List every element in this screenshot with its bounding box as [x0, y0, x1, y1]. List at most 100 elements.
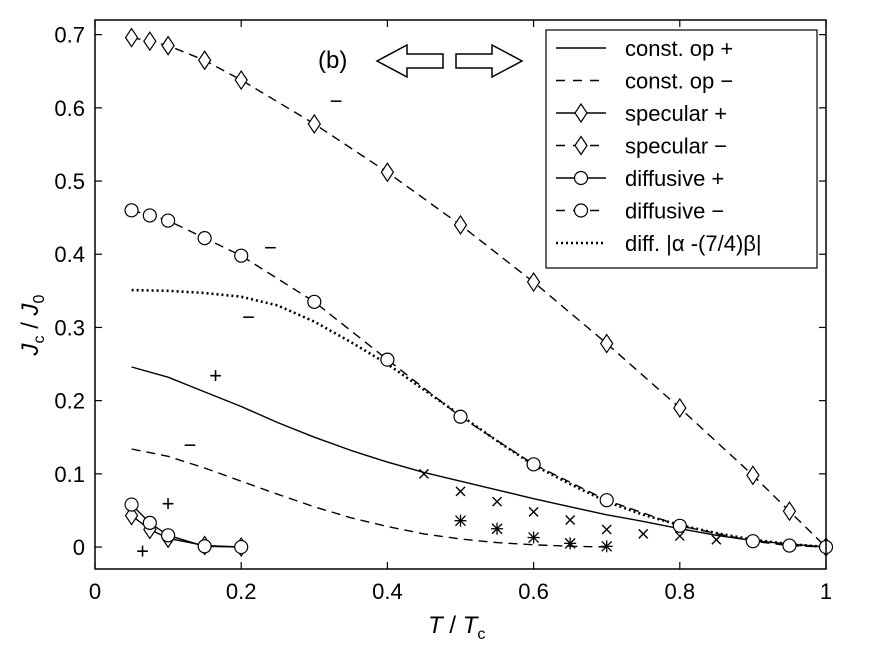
legend-label: diffusive − — [625, 199, 724, 224]
marker-layer — [124, 27, 834, 558]
series-5-point — [380, 352, 395, 367]
extra-marker-0-point — [418, 468, 429, 479]
series-3-point — [782, 501, 797, 522]
legend-item: const. op + — [556, 36, 733, 61]
curve-annotation: + — [209, 363, 222, 388]
series-5-point — [453, 409, 468, 424]
legend-label: specular + — [625, 101, 727, 126]
series-4-point — [142, 515, 157, 530]
extra-marker-1-point — [527, 531, 540, 544]
legend-item: diffusive − — [556, 199, 724, 224]
curve-annotation: − — [184, 433, 197, 458]
series-2-point — [124, 505, 139, 526]
extra-marker-0-point — [455, 486, 466, 497]
series-3-point — [746, 465, 760, 486]
series-3-point — [599, 333, 614, 354]
curve-annotation: − — [242, 304, 255, 329]
extra-marker-0-point — [565, 514, 576, 525]
y-tick-label: 0.7 — [54, 23, 85, 48]
series-5-point — [745, 534, 761, 549]
legend-item: diff. |α -(7/4)β| — [556, 231, 762, 256]
legend-marker — [574, 135, 588, 156]
x-tick-label: 0.8 — [665, 579, 696, 604]
x-axis-label: T / Tc — [428, 612, 485, 643]
series-3-point — [161, 35, 175, 56]
series-4-point — [197, 539, 212, 554]
plot-frame — [94, 19, 827, 570]
legend-item: specular − — [556, 134, 727, 159]
curve-annotation: + — [162, 491, 175, 516]
x-tick-label: 0.2 — [226, 579, 257, 604]
legend-marker — [573, 170, 589, 186]
series-3-point — [307, 113, 322, 135]
extra-marker-1-point — [454, 514, 467, 527]
y-tick-label: 0.1 — [54, 462, 85, 487]
y-tick-labels: 0 0.1 0.2 0.3 0.4 0.5 0.6 0.7 — [54, 23, 85, 560]
extra-marker-1-point — [600, 540, 613, 553]
legend-label: diff. |α -(7/4)β| — [625, 231, 762, 256]
series-4-point — [234, 539, 249, 555]
series-5-point — [197, 231, 212, 246]
extra-marker-0-point — [601, 524, 612, 535]
left-arrow-icon — [375, 43, 444, 79]
y-tick-label: 0.5 — [54, 169, 85, 194]
series-5-point — [672, 518, 687, 533]
legend-item: specular + — [556, 101, 727, 126]
legend: const. op + const. op − specular + specular… — [545, 29, 818, 269]
x-tick-label: 0 — [89, 579, 101, 604]
curve-annotation: + — [136, 539, 149, 564]
x-tick-label: 0.6 — [518, 579, 549, 604]
series-3-point — [234, 69, 248, 91]
y-tick-label: 0.6 — [54, 96, 85, 121]
extra-marker-0-point — [674, 531, 685, 542]
curve-annotation: − — [330, 89, 343, 114]
curve-annotation: − — [264, 235, 277, 260]
x-tick-labels: 0 0.2 0.4 0.6 0.8 1 — [89, 579, 832, 604]
series-5-point — [234, 248, 249, 263]
legend-label: specular − — [625, 134, 727, 159]
legend-item: const. op − — [556, 69, 733, 94]
legend-marker — [573, 203, 589, 218]
series-4-point — [161, 528, 176, 543]
annotation-layer: − − − + − + + — [136, 89, 343, 564]
legend-item: diffusive + — [556, 166, 724, 191]
extra-marker-1-point — [564, 537, 577, 550]
series-3-point — [453, 214, 468, 236]
series-5-point — [526, 457, 541, 472]
series-3-line — [131, 36, 827, 548]
series-6-line — [131, 288, 827, 549]
series-3-point — [143, 31, 157, 52]
series-5-point — [124, 203, 139, 218]
legend-label: diffusive + — [625, 166, 724, 191]
series-5-point — [307, 294, 322, 309]
series-3-point — [124, 27, 139, 48]
legend-label: const. op − — [625, 69, 733, 94]
series-0-line — [131, 366, 827, 548]
right-arrow-icon — [455, 43, 524, 79]
series-5-point — [142, 208, 157, 223]
panel-label: (b) — [318, 47, 347, 74]
extra-marker-0-point — [492, 496, 503, 507]
x-tick-label: 0.4 — [372, 579, 403, 604]
y-tick-label: 0 — [73, 535, 85, 560]
x-tick-label: 1 — [820, 579, 832, 604]
y-tick-label: 0.3 — [54, 315, 85, 340]
legend-label: const. op + — [625, 36, 733, 61]
y-tick-label: 0.2 — [54, 389, 85, 414]
extra-marker-0-point — [711, 534, 722, 545]
y-axis-label: Jc / J0 — [17, 294, 48, 356]
series-5-point — [782, 538, 797, 553]
series-5-point — [599, 493, 614, 508]
y-tick-label: 0.4 — [54, 242, 85, 267]
series-1-line — [131, 448, 607, 548]
series-3-point — [673, 397, 687, 419]
series-3-point — [380, 162, 395, 183]
extra-marker-1-point — [491, 522, 504, 535]
legend-box — [545, 29, 818, 269]
series-3-point — [526, 271, 541, 293]
series-5-point — [161, 213, 176, 228]
legend-marker — [574, 102, 588, 124]
series-3-point — [197, 50, 212, 71]
extra-marker-0-point — [638, 528, 649, 539]
